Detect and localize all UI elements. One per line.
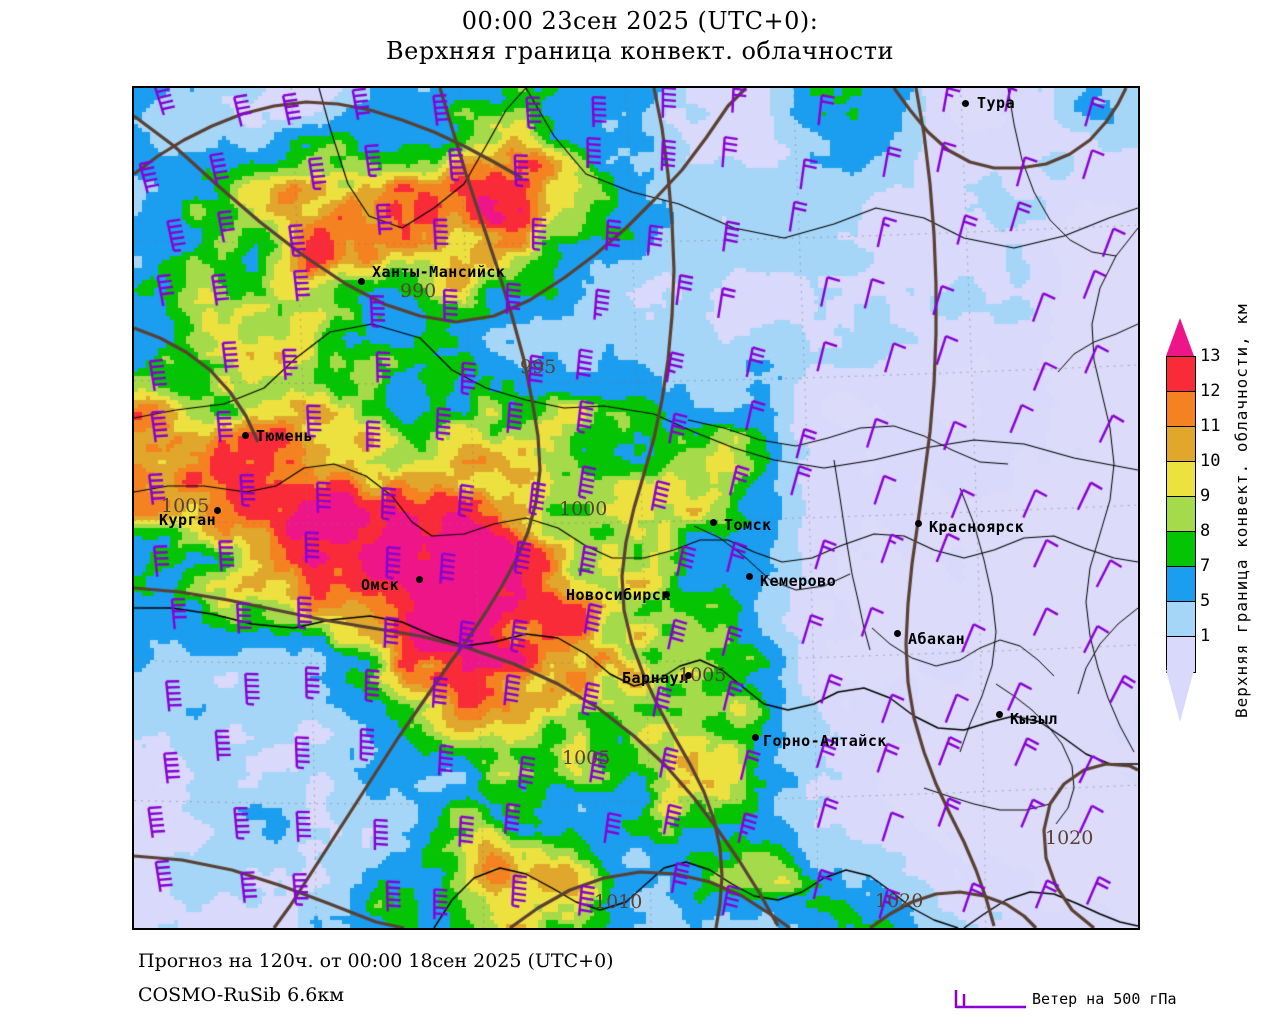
city-label: Горно-Алтайск xyxy=(763,732,887,750)
isobar-label: 1005 xyxy=(562,747,611,769)
city-label: Тюмень xyxy=(256,427,314,445)
wind-barb-icon xyxy=(954,990,1026,1009)
city-label: Кызыл xyxy=(1010,710,1058,728)
city-label: Красноярск xyxy=(929,518,1025,536)
city-label: Барнаул xyxy=(622,669,689,687)
city-dot xyxy=(996,711,1003,718)
colorbar-band-10 xyxy=(1167,462,1195,497)
city-dot xyxy=(752,734,759,741)
isobar-label: 1020 xyxy=(875,890,924,912)
isobar-label: 1020 xyxy=(1045,827,1094,849)
wind-legend-label: Ветер на 500 гПа xyxy=(1032,990,1177,1008)
colorbar-tick-10: 10 xyxy=(1200,451,1221,471)
city-dot xyxy=(915,520,922,527)
wind-legend: Ветер на 500 гПа xyxy=(952,986,1272,1016)
colorbar-tick-11: 11 xyxy=(1200,416,1221,436)
city-label: Ханты-Мансийск xyxy=(372,263,506,281)
city-label: Курган xyxy=(159,511,217,529)
title-field-name: Верхняя граница конвект. облачности xyxy=(386,37,894,65)
colorbar-tick-8: 8 xyxy=(1200,521,1211,541)
colorbar-tick-7: 7 xyxy=(1200,556,1211,576)
isobar-label: 990 xyxy=(400,280,437,302)
city-dot xyxy=(894,630,901,637)
map-raster xyxy=(134,88,1138,928)
city-dot xyxy=(962,100,969,107)
city-dot xyxy=(685,672,692,679)
colorbar-over-arrow xyxy=(1166,318,1194,356)
city-dot xyxy=(214,507,221,514)
colorbar-band-1 xyxy=(1167,637,1195,672)
city-dot xyxy=(710,519,717,526)
city-dot xyxy=(242,432,249,439)
colorbar-band-11 xyxy=(1167,427,1195,462)
city-label: Тура xyxy=(977,94,1016,112)
colorbar-band-5 xyxy=(1167,602,1195,637)
colorbar-tick-9: 9 xyxy=(1200,486,1211,506)
colorbar: 13 12 11 10 9 8 7 5 1 xyxy=(1165,317,1220,728)
weather-map[interactable]: Тура Ханты-Мансийск Тюмень Курган Омск Томск К… xyxy=(132,86,1140,930)
isobar-label: 1000 xyxy=(559,498,608,520)
city-label: Новосибирск xyxy=(566,586,671,604)
city-label: Томск xyxy=(724,516,772,534)
forecast-info: Прогноз на 120ч. от 00:00 18сен 2025 (UT… xyxy=(138,950,614,972)
isobar-label: 995 xyxy=(520,356,557,378)
colorbar-band-9 xyxy=(1167,497,1195,532)
title-datetime: 00:00 23сен 2025 (UTC+0): xyxy=(461,7,819,35)
isobar-label: 1010 xyxy=(594,891,643,913)
colorbar-tick-1: 1 xyxy=(1200,626,1211,646)
isobar-label: 1005 xyxy=(678,664,727,686)
city-dot xyxy=(663,591,670,598)
isobar-label: 1005 xyxy=(161,495,210,517)
city-dot xyxy=(746,573,753,580)
colorbar-band-12 xyxy=(1167,392,1195,427)
colorbar-axis-label: Верхняя граница конвект. облачности, км xyxy=(1232,303,1251,718)
colorbar-band-7 xyxy=(1167,567,1195,602)
colorbar-tick-5: 5 xyxy=(1200,591,1211,611)
model-info: COSMO-RuSib 6.6км xyxy=(138,984,344,1006)
page-title: 00:00 23сен 2025 (UTC+0): Верхняя границ… xyxy=(0,6,1280,66)
colorbar-bands xyxy=(1166,356,1196,673)
colorbar-band-8 xyxy=(1167,532,1195,567)
city-label: Кемерово xyxy=(760,572,837,590)
colorbar-tick-12: 12 xyxy=(1200,381,1221,401)
colorbar-under-arrow xyxy=(1166,670,1194,722)
colorbar-tick-13: 13 xyxy=(1200,346,1221,366)
city-label: Абакан xyxy=(908,630,966,648)
colorbar-band-13 xyxy=(1167,357,1195,392)
city-dot xyxy=(416,576,423,583)
city-label: Омск xyxy=(361,576,400,594)
city-dot xyxy=(358,278,365,285)
